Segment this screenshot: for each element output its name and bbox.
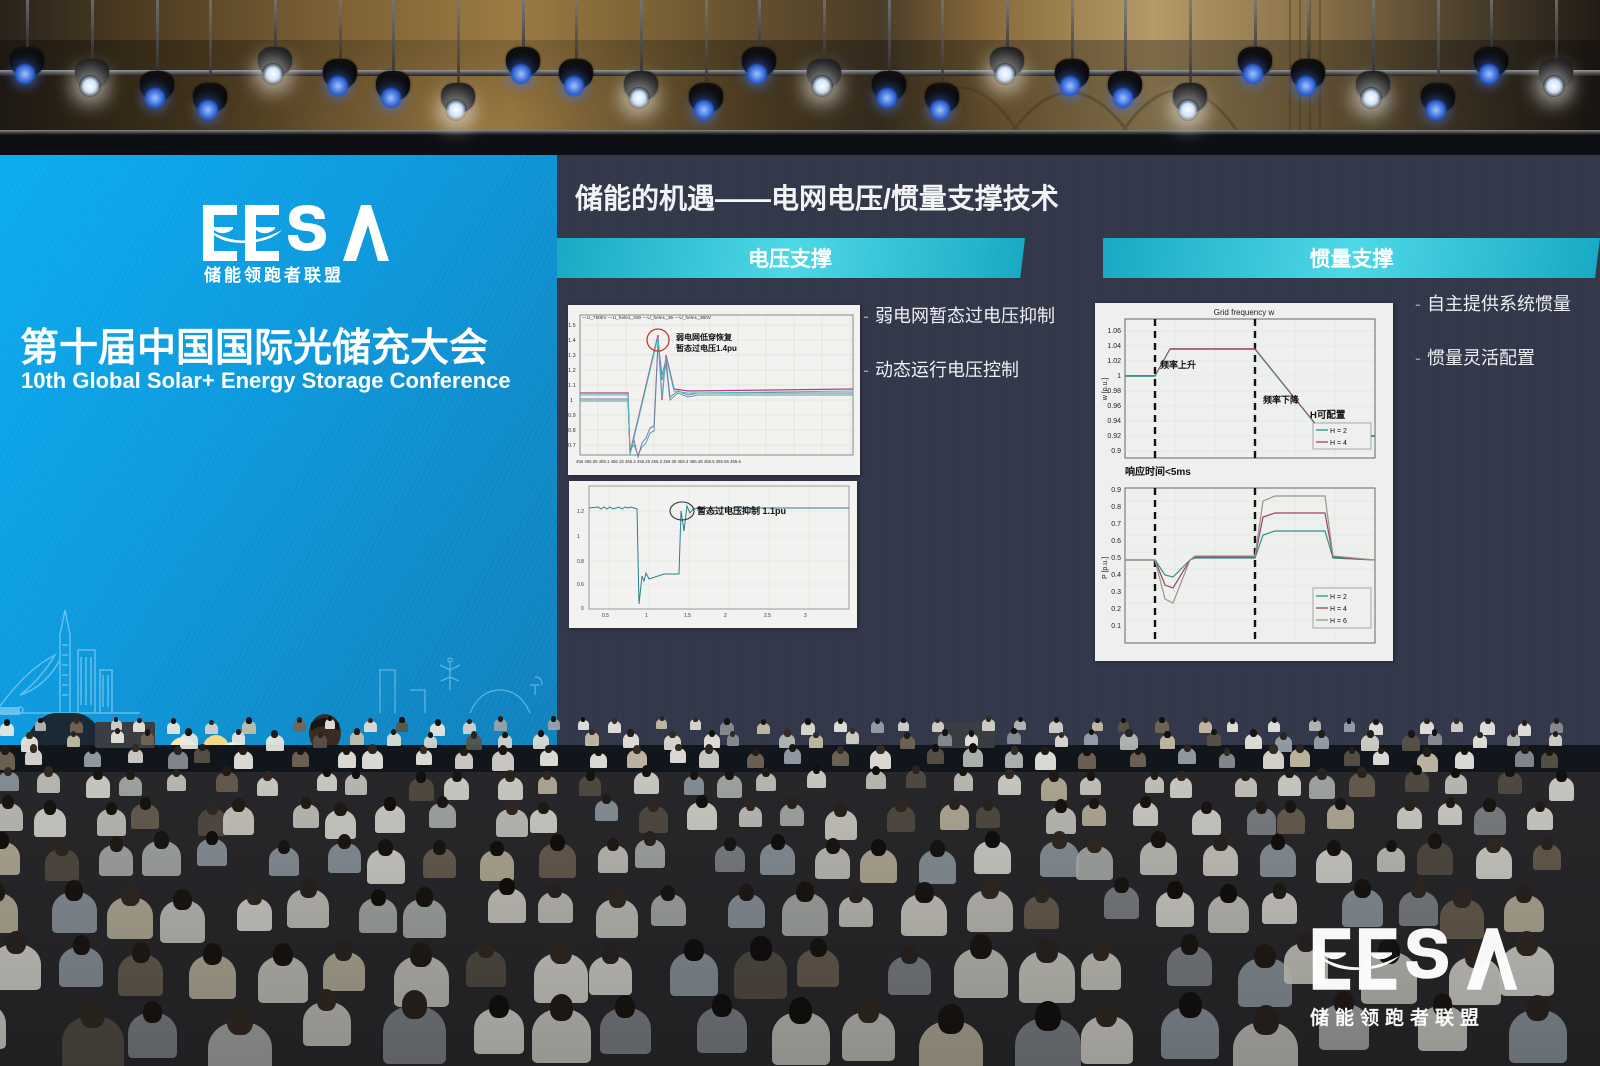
svg-text:0.4: 0.4 (1111, 572, 1121, 579)
svg-text:0.6: 0.6 (577, 582, 584, 588)
svg-text:0.8: 0.8 (568, 428, 576, 434)
svg-text:暂态过电压1.4pu: 暂态过电压1.4pu (676, 343, 737, 353)
svg-text:w [p.u.]: w [p.u.] (1102, 378, 1109, 402)
svg-text:频率上升: 频率上升 (1160, 359, 1196, 370)
svg-text:H = 4: H = 4 (1330, 440, 1347, 447)
svg-text:H = 2: H = 2 (1330, 594, 1347, 601)
svg-text:0.92: 0.92 (1107, 433, 1121, 440)
svg-text:H可配置: H可配置 (1310, 409, 1346, 421)
svg-text:H = 6: H = 6 (1330, 618, 1347, 625)
svg-text:1.5: 1.5 (684, 613, 691, 619)
svg-text:0.7: 0.7 (1111, 521, 1121, 528)
svg-text:1.2: 1.2 (568, 368, 576, 374)
svg-text:0.9: 0.9 (568, 413, 576, 419)
svg-text:频率下降: 频率下降 (1263, 394, 1300, 405)
svg-text:0.5: 0.5 (1111, 555, 1121, 562)
svg-text:1: 1 (570, 398, 573, 404)
svg-text:暂态过电压抑制 1.1pu: 暂态过电压抑制 1.1pu (697, 505, 786, 516)
svg-text:1.1: 1.1 (568, 383, 576, 389)
svg-text:弱电网低穿恢复: 弱电网低穿恢复 (676, 332, 733, 342)
svg-text:0.9: 0.9 (1111, 448, 1121, 455)
svg-text:0.98: 0.98 (1107, 388, 1121, 395)
svg-text:0.2: 0.2 (1111, 606, 1121, 613)
svg-text:1.04: 1.04 (1107, 343, 1121, 350)
svg-text:1.06: 1.06 (1107, 328, 1121, 335)
svg-text:0.6: 0.6 (1111, 538, 1121, 545)
svg-text:1.5: 1.5 (568, 323, 576, 329)
svg-text:0.8: 0.8 (577, 559, 584, 565)
svg-text:1.2: 1.2 (577, 509, 584, 515)
svg-text:2: 2 (724, 613, 727, 619)
svg-text:0.94: 0.94 (1107, 418, 1121, 425)
svg-text:3: 3 (804, 613, 807, 619)
svg-text:P [p.u.]: P [p.u.] (1102, 557, 1109, 579)
svg-text:0.96: 0.96 (1107, 403, 1121, 410)
svg-text:456 456.05 456.1 456.15 456.2: 456 456.05 456.1 456.15 456.2 456.25 456… (576, 459, 741, 464)
svg-text:0.7: 0.7 (568, 443, 576, 449)
svg-text:H = 4: H = 4 (1330, 606, 1347, 613)
svg-text:0.8: 0.8 (1111, 504, 1121, 511)
svg-text:1: 1 (1117, 373, 1121, 380)
svg-text:1.02: 1.02 (1107, 358, 1121, 365)
svg-text:0.9: 0.9 (1111, 487, 1121, 494)
svg-text:0.3: 0.3 (1111, 589, 1121, 596)
svg-text:Grid frequency w: Grid frequency w (1214, 308, 1275, 317)
svg-text:2.5: 2.5 (764, 613, 771, 619)
svg-text:响应时间<5ms: 响应时间<5ms (1125, 465, 1191, 478)
svg-text:—U_750kV —U_hele1_330 —U_hele1: —U_750kV —U_hele1_330 —U_hele1_35 —U_hel… (582, 315, 712, 321)
svg-text:H = 2: H = 2 (1330, 428, 1347, 435)
svg-text:1: 1 (577, 534, 580, 540)
svg-text:1: 1 (645, 613, 648, 619)
svg-text:1.3: 1.3 (568, 353, 576, 359)
svg-text:0.1: 0.1 (1111, 623, 1121, 630)
svg-text:0: 0 (581, 606, 584, 612)
svg-text:1.4: 1.4 (568, 338, 576, 344)
svg-text:0.5: 0.5 (602, 613, 609, 619)
